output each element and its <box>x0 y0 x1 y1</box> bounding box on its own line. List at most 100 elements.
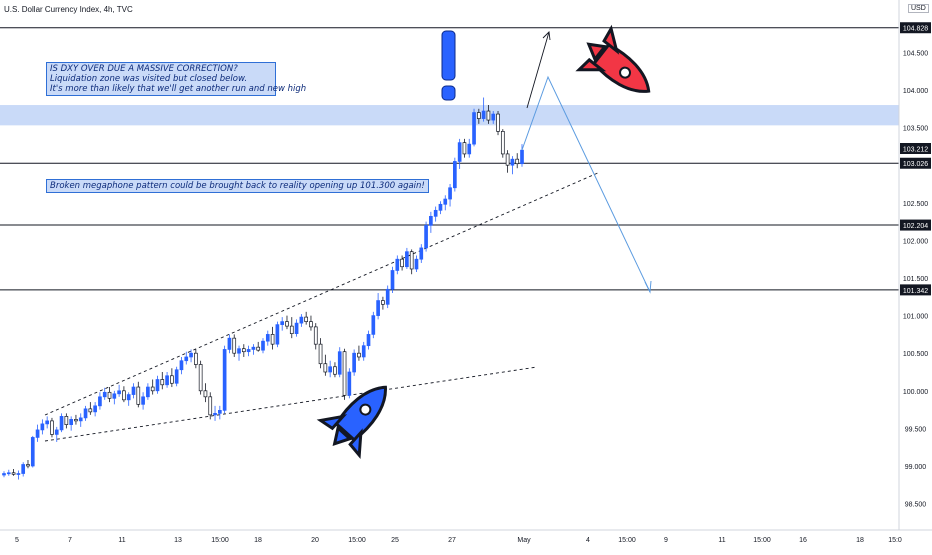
forecast-path <box>521 75 651 293</box>
time-tick-label: 15:00 <box>211 537 229 544</box>
candle-body <box>429 215 433 226</box>
time-tick-label: 27 <box>448 537 456 544</box>
last-price-box <box>900 143 931 154</box>
candle-body <box>261 340 265 351</box>
price-tick-label: 100.500 <box>903 351 928 358</box>
candle-body <box>505 153 510 166</box>
candle-body <box>11 472 16 475</box>
candle-body <box>448 187 452 200</box>
upside-arrow-line <box>526 31 550 109</box>
level-label: 101.342 <box>903 288 928 295</box>
candle-body <box>241 348 246 353</box>
price-tick-label: 99.000 <box>905 464 927 471</box>
candle-body <box>289 325 294 334</box>
candle-body <box>347 371 352 396</box>
level-label-box <box>900 219 931 231</box>
time-tick-label: 11 <box>718 537 725 544</box>
candle-body <box>222 349 227 411</box>
candle-body <box>496 113 500 132</box>
candle-body <box>35 429 40 438</box>
candle-body <box>361 345 366 358</box>
candle-body <box>299 316 304 324</box>
candle-body <box>433 209 438 217</box>
megaphone-note-text: Broken megaphone pattern could be brough… <box>50 181 425 191</box>
candle-body <box>486 110 491 121</box>
candle-body <box>54 429 59 435</box>
chart-title: U.S. Dollar Currency Index, 4h, TVC <box>4 5 133 14</box>
candle-body <box>405 251 409 268</box>
candle-body <box>246 349 251 353</box>
candle-body <box>304 316 309 322</box>
candle-body <box>2 473 6 476</box>
time-tick-label: 15:0 <box>888 537 902 544</box>
candle-body <box>141 396 145 405</box>
candle-body <box>232 337 237 354</box>
candle-body <box>414 258 419 270</box>
price-tick-label: 102.500 <box>903 201 928 208</box>
candle-body <box>371 315 376 335</box>
candle-body <box>107 391 112 399</box>
candle-body <box>251 346 256 350</box>
candle-body <box>472 112 476 145</box>
candle-body <box>217 410 222 414</box>
candle-body <box>352 352 356 373</box>
candle-body <box>213 413 217 416</box>
candle-body <box>198 364 203 392</box>
candle-body <box>165 375 169 386</box>
candle-body <box>366 334 371 347</box>
candle-body <box>424 225 428 249</box>
candle-body <box>40 423 45 431</box>
upside-arrow-head <box>542 31 551 41</box>
candle-body <box>237 348 241 354</box>
level-label: 102.204 <box>903 223 928 230</box>
time-tick-label: 25 <box>391 537 399 544</box>
time-tick-label: 5 <box>15 537 19 544</box>
candle-body <box>328 366 332 373</box>
candle-body <box>189 352 193 358</box>
time-tick-label: 18 <box>856 537 864 544</box>
last-price-label: 103.212 <box>903 147 928 154</box>
candle-body <box>438 203 443 211</box>
candle-body <box>376 300 380 316</box>
note-line-3: It's more than likely that we'll get ano… <box>50 84 307 94</box>
price-tick-label: 100.000 <box>903 389 928 396</box>
note-line-2: Liquidation zone was visited but closed … <box>50 74 248 84</box>
candle-body <box>26 464 30 467</box>
megaphone-lower-line <box>44 366 538 442</box>
note-line-1: IS DXY OVER DUE A MASSIVE CORRECTION? <box>50 64 238 74</box>
price-tick-label: 99.500 <box>905 426 927 433</box>
currency-badge[interactable]: USD <box>908 4 929 13</box>
candle-body <box>170 375 174 384</box>
candle-body <box>136 386 141 405</box>
candle-body <box>443 198 448 205</box>
candle-body <box>520 149 524 165</box>
candle-body <box>462 142 467 155</box>
candle-body <box>342 351 347 396</box>
level-label-box <box>900 157 931 169</box>
candle-body <box>69 419 73 425</box>
time-tick-label: 15:00 <box>348 537 366 544</box>
candle-body <box>112 393 117 399</box>
candle-body <box>381 300 385 305</box>
candle-body <box>390 270 395 290</box>
candle-body <box>21 464 26 474</box>
candle-body <box>337 351 342 375</box>
candle-body <box>203 390 208 398</box>
price-tick-label: 101.000 <box>903 314 928 321</box>
time-tick-label: 9 <box>664 537 668 544</box>
candle-body <box>275 324 280 345</box>
candle-body <box>98 396 102 407</box>
candle-body <box>74 419 78 422</box>
candle-body <box>270 334 275 345</box>
candle-body <box>491 113 496 121</box>
time-tick-label: 11 <box>118 537 125 544</box>
candle-body <box>88 408 93 413</box>
price-tick-label: 101.500 <box>903 276 928 283</box>
candle-body <box>150 386 155 392</box>
time-tick-label: May <box>517 537 531 544</box>
candle-body <box>256 346 261 351</box>
candle-body <box>208 396 213 416</box>
candle-body <box>131 386 136 395</box>
